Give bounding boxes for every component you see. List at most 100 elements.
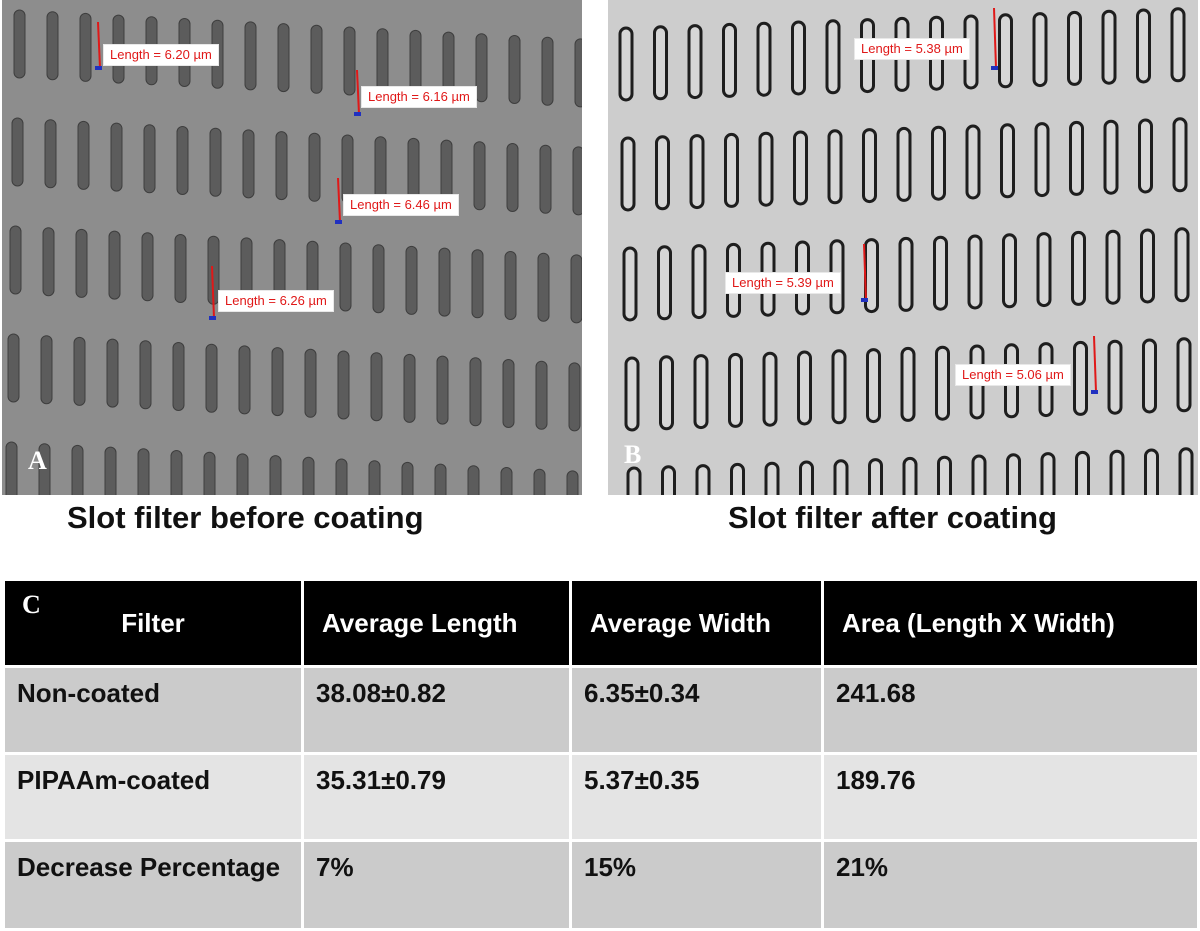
measurement-end-marker — [209, 316, 216, 320]
slot — [687, 24, 703, 100]
slot — [1034, 122, 1050, 198]
slot — [653, 25, 668, 101]
slot — [46, 11, 59, 81]
slot — [541, 36, 554, 106]
sem-image-before-coating: Length = 6.20 µm Length = 6.16 µm Length… — [2, 0, 582, 495]
slot-pattern-a — [5, 9, 582, 495]
measurement-end-marker — [335, 220, 342, 224]
slot — [302, 456, 315, 495]
slot — [793, 130, 808, 206]
measurement-line — [993, 7, 997, 69]
slot — [1138, 118, 1153, 194]
slot — [659, 355, 674, 431]
cell-area: 241.68 — [821, 665, 1200, 755]
slot — [244, 21, 257, 91]
cell-filter: Non-coated — [2, 665, 304, 755]
slot — [756, 21, 772, 97]
slot — [539, 144, 552, 214]
slot — [1075, 450, 1090, 495]
slot — [866, 348, 881, 424]
slot — [626, 466, 642, 495]
slot — [40, 335, 53, 405]
slot — [467, 465, 480, 495]
slot — [436, 355, 449, 425]
slot — [657, 245, 672, 321]
slot — [475, 33, 488, 103]
measurement-line — [97, 21, 101, 69]
measurement-label: Length = 5.06 µm — [955, 364, 1071, 386]
slot — [343, 26, 356, 96]
measurement-end-marker — [861, 298, 868, 302]
panel-letter-b: B — [624, 440, 642, 469]
slot — [203, 451, 216, 495]
slot — [172, 342, 185, 411]
slot — [695, 464, 711, 495]
header-area: Area (Length X Width) — [821, 578, 1200, 668]
slot — [110, 122, 123, 192]
slot — [833, 459, 849, 495]
caption-after-coating: Slot filter after coating — [728, 500, 1057, 535]
slot — [1032, 12, 1048, 88]
measurement-label: Length = 6.16 µm — [361, 86, 477, 108]
slot — [77, 120, 90, 190]
slot — [862, 128, 877, 204]
panel-letter-a: A — [28, 446, 47, 475]
cell-length: 38.08±0.82 — [301, 665, 572, 755]
slot — [1006, 453, 1021, 495]
slot — [1136, 8, 1151, 84]
slot — [13, 9, 26, 79]
slot — [1172, 117, 1188, 193]
slot — [368, 460, 381, 495]
slot — [724, 132, 739, 208]
slot — [1073, 340, 1088, 416]
measurement-end-marker — [95, 66, 102, 70]
slot — [937, 455, 952, 495]
slot — [275, 131, 288, 201]
slot — [898, 236, 914, 312]
table-row: Decrease Percentage 7% 15% 21% — [2, 839, 1200, 931]
slot — [38, 443, 51, 495]
slot — [106, 338, 119, 408]
slot — [170, 450, 183, 495]
cell-filter: Decrease Percentage — [2, 839, 304, 931]
slot — [5, 441, 18, 495]
slot — [827, 129, 843, 205]
table-row: PIPAAm-coated 35.31±0.79 5.37±0.35 189.7… — [2, 752, 1200, 842]
slot — [176, 126, 189, 195]
slot — [104, 446, 117, 495]
slot — [537, 252, 550, 322]
slot — [965, 124, 981, 200]
cell-length: 7% — [301, 839, 572, 931]
slot — [691, 244, 707, 320]
slot — [570, 254, 582, 324]
slot — [469, 357, 482, 427]
slot — [831, 349, 847, 425]
slot — [535, 360, 548, 430]
measurement-line — [863, 243, 867, 301]
slot — [971, 454, 987, 495]
measurement-label: Length = 6.20 µm — [103, 44, 219, 66]
slot — [931, 125, 946, 201]
slot — [238, 345, 251, 415]
slot — [405, 245, 418, 315]
slot — [141, 232, 154, 302]
slot — [1178, 447, 1194, 495]
slot — [500, 467, 513, 495]
slot — [967, 234, 983, 310]
slot — [722, 22, 737, 98]
slot — [1144, 448, 1159, 495]
measurement-line — [337, 177, 341, 223]
slot — [304, 348, 317, 418]
slot — [310, 24, 323, 94]
slot — [308, 132, 321, 202]
slot — [572, 146, 582, 216]
slot — [1101, 9, 1117, 85]
slot — [108, 230, 121, 300]
header-average-length: Average Length — [301, 578, 572, 668]
slot-pattern-b — [618, 7, 1194, 495]
slot — [762, 351, 778, 427]
slot — [758, 131, 774, 207]
header-filter: Filter — [2, 578, 304, 668]
cell-area: 189.76 — [821, 752, 1200, 842]
slot — [11, 117, 24, 187]
